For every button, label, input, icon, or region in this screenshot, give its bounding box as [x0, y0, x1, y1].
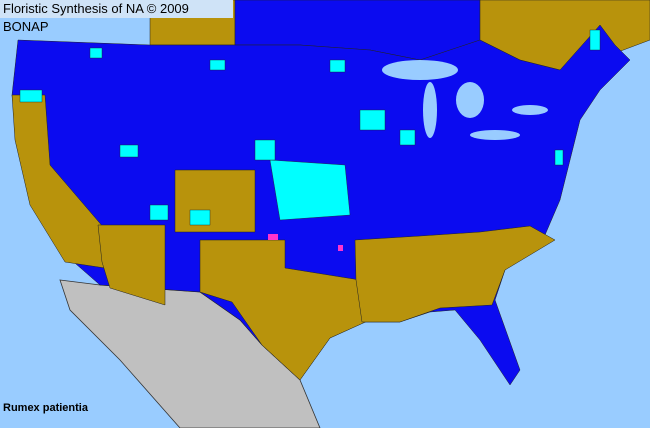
- map-title: Floristic Synthesis of NA © 2009 BONAP: [0, 0, 233, 34]
- lake-superior: [382, 60, 458, 80]
- magenta-county: [268, 234, 278, 240]
- lake-huron: [456, 82, 484, 118]
- texas: [199, 239, 371, 381]
- species-label: Rumex patientia: [3, 402, 88, 414]
- lake-erie: [470, 130, 520, 140]
- lake-michigan: [423, 82, 437, 138]
- magenta-county: [338, 245, 343, 251]
- lake-ontario: [512, 105, 548, 115]
- southeast: [354, 225, 556, 323]
- arizona: [97, 224, 166, 306]
- colorado: [174, 169, 256, 233]
- cyan-counties: [19, 29, 601, 226]
